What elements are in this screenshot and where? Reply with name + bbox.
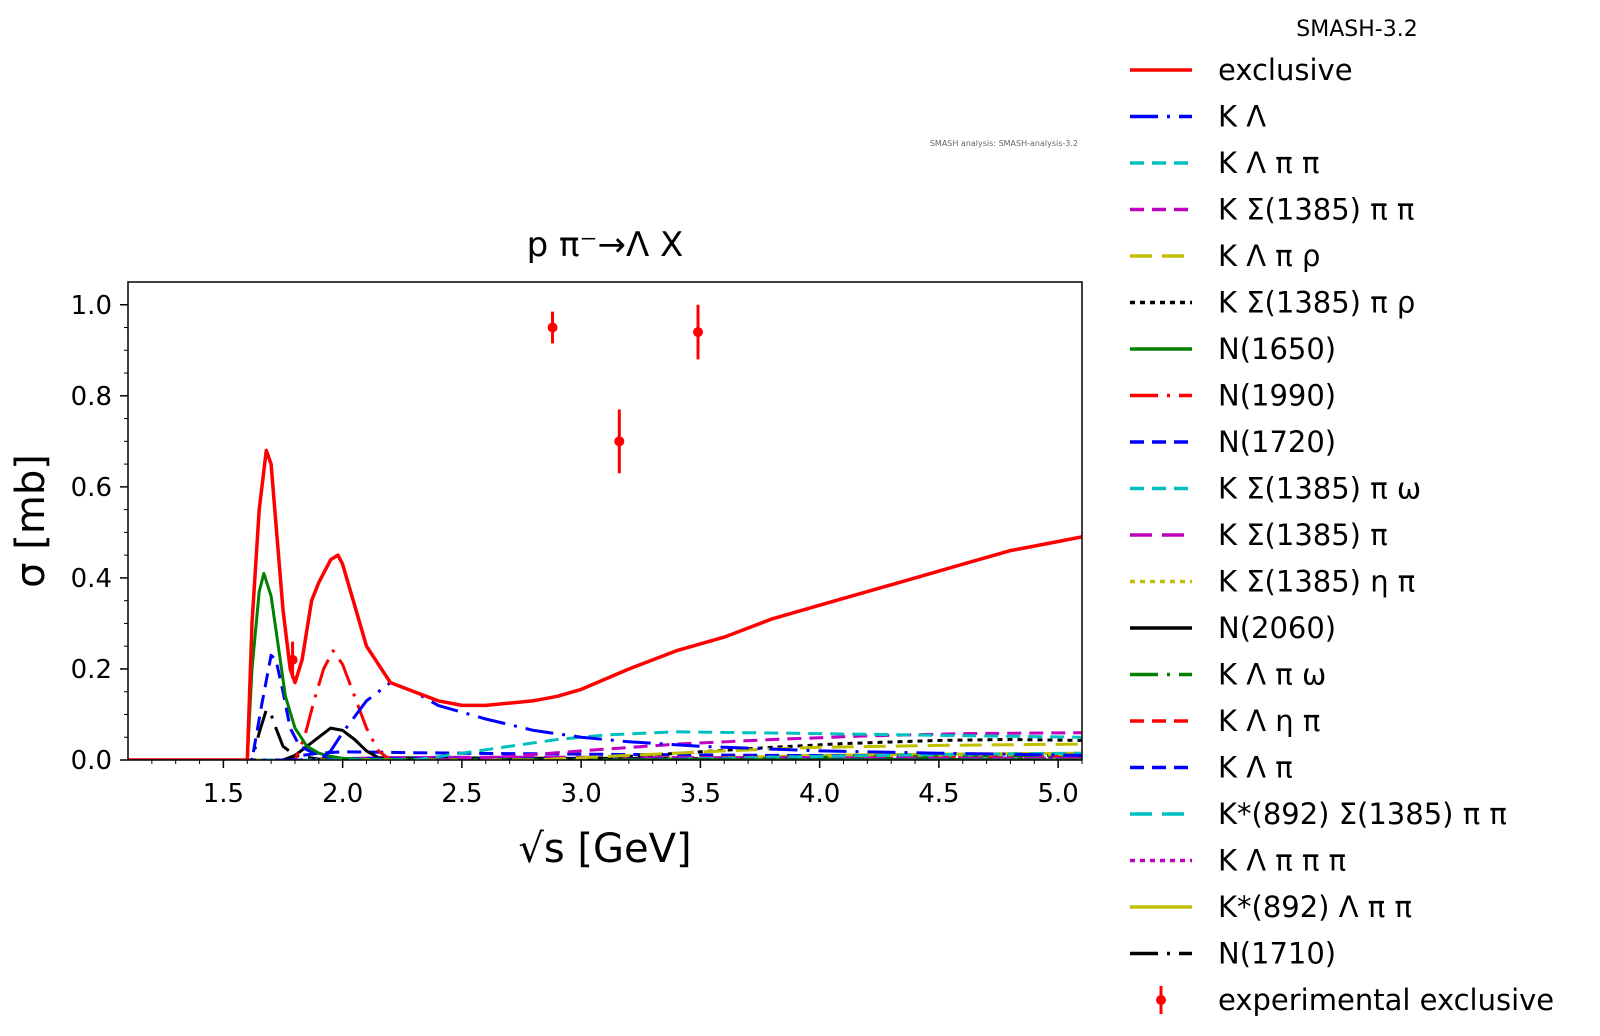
series-line-4 [128, 742, 1082, 760]
series-line-7 [128, 649, 1082, 760]
series-line-1 [128, 681, 1082, 760]
series-line-0 [128, 448, 1082, 760]
legend-label-0: exclusive [1218, 53, 1353, 87]
legend-label-15: K Λ π [1218, 751, 1293, 785]
x-tick-label-3: 3.0 [560, 779, 601, 809]
legend-label-19: N(1710) [1218, 937, 1336, 971]
legend-label-10: K Σ(1385) π [1218, 518, 1388, 552]
series-line-6 [128, 571, 1082, 760]
legend-label-7: N(1990) [1218, 379, 1336, 413]
legend-title: SMASH-3.2 [1296, 17, 1417, 42]
experimental-point-1 [547, 322, 558, 333]
experimental-point-3 [693, 327, 704, 338]
experimental-point-0 [287, 654, 298, 665]
y-axis-label: σ [mb] [8, 454, 54, 588]
legend-label-5: K Σ(1385) π ρ [1218, 286, 1415, 320]
x-tick-label-1: 2.0 [322, 779, 363, 809]
x-tick-label-4: 3.5 [680, 779, 721, 809]
legend-label-3: K Σ(1385) π π [1218, 193, 1414, 227]
x-tick-label-7: 5.0 [1037, 779, 1078, 809]
x-tick-label-2: 2.5 [441, 779, 482, 809]
legend-label-1: K Λ [1218, 100, 1266, 134]
legend-label-13: K Λ π ω [1218, 658, 1326, 692]
y-tick-label-3: 0.6 [71, 473, 112, 503]
plot-frame [127, 281, 1083, 761]
legend-label-8: N(1720) [1218, 425, 1336, 459]
y-tick-label-2: 0.4 [71, 564, 112, 594]
y-tick-label-0: 0.0 [71, 746, 112, 776]
x-axis-label: √s [GeV] [518, 826, 691, 872]
legend-label-2: K Λ π π [1218, 146, 1319, 180]
legend-label-9: K Σ(1385) π ω [1218, 472, 1421, 506]
legend-label-18: K*(892) Λ π π [1218, 890, 1412, 924]
legend-label-experimental: experimental exclusive [1218, 983, 1554, 1017]
y-tick-label-5: 1.0 [71, 291, 112, 321]
legend-label-6: N(1650) [1218, 332, 1336, 366]
legend-label-17: K Λ π π π [1218, 844, 1346, 878]
x-tick-label-0: 1.5 [203, 779, 244, 809]
series-line-2 [128, 730, 1082, 760]
legend-label-12: N(2060) [1218, 611, 1336, 645]
watermark-text: SMASH analysis: SMASH-analysis-3.2 [930, 139, 1078, 148]
series-line-9 [128, 751, 1082, 760]
experimental-point-2 [614, 436, 625, 447]
legend-label-4: K Λ π ρ [1218, 239, 1320, 273]
legend: SMASH-3.2 exclusive K Λ K Λ π π K Σ(1385) π… [1130, 17, 1554, 1017]
legend-handle-experimental [1156, 995, 1166, 1005]
legend-label-14: K Λ η π [1218, 704, 1320, 738]
series-line-11 [128, 752, 1082, 760]
legend-label-16: K*(892) Σ(1385) π π [1218, 797, 1507, 831]
y-tick-label-4: 0.8 [71, 382, 112, 412]
x-tick-label-6: 4.5 [918, 779, 959, 809]
series-line-12 [128, 726, 1082, 760]
y-tick-label-1: 0.2 [71, 655, 112, 685]
x-tick-label-5: 4.0 [799, 779, 840, 809]
legend-label-11: K Σ(1385) η π [1218, 565, 1415, 599]
chart-title: p π⁻→Λ X [527, 225, 684, 265]
